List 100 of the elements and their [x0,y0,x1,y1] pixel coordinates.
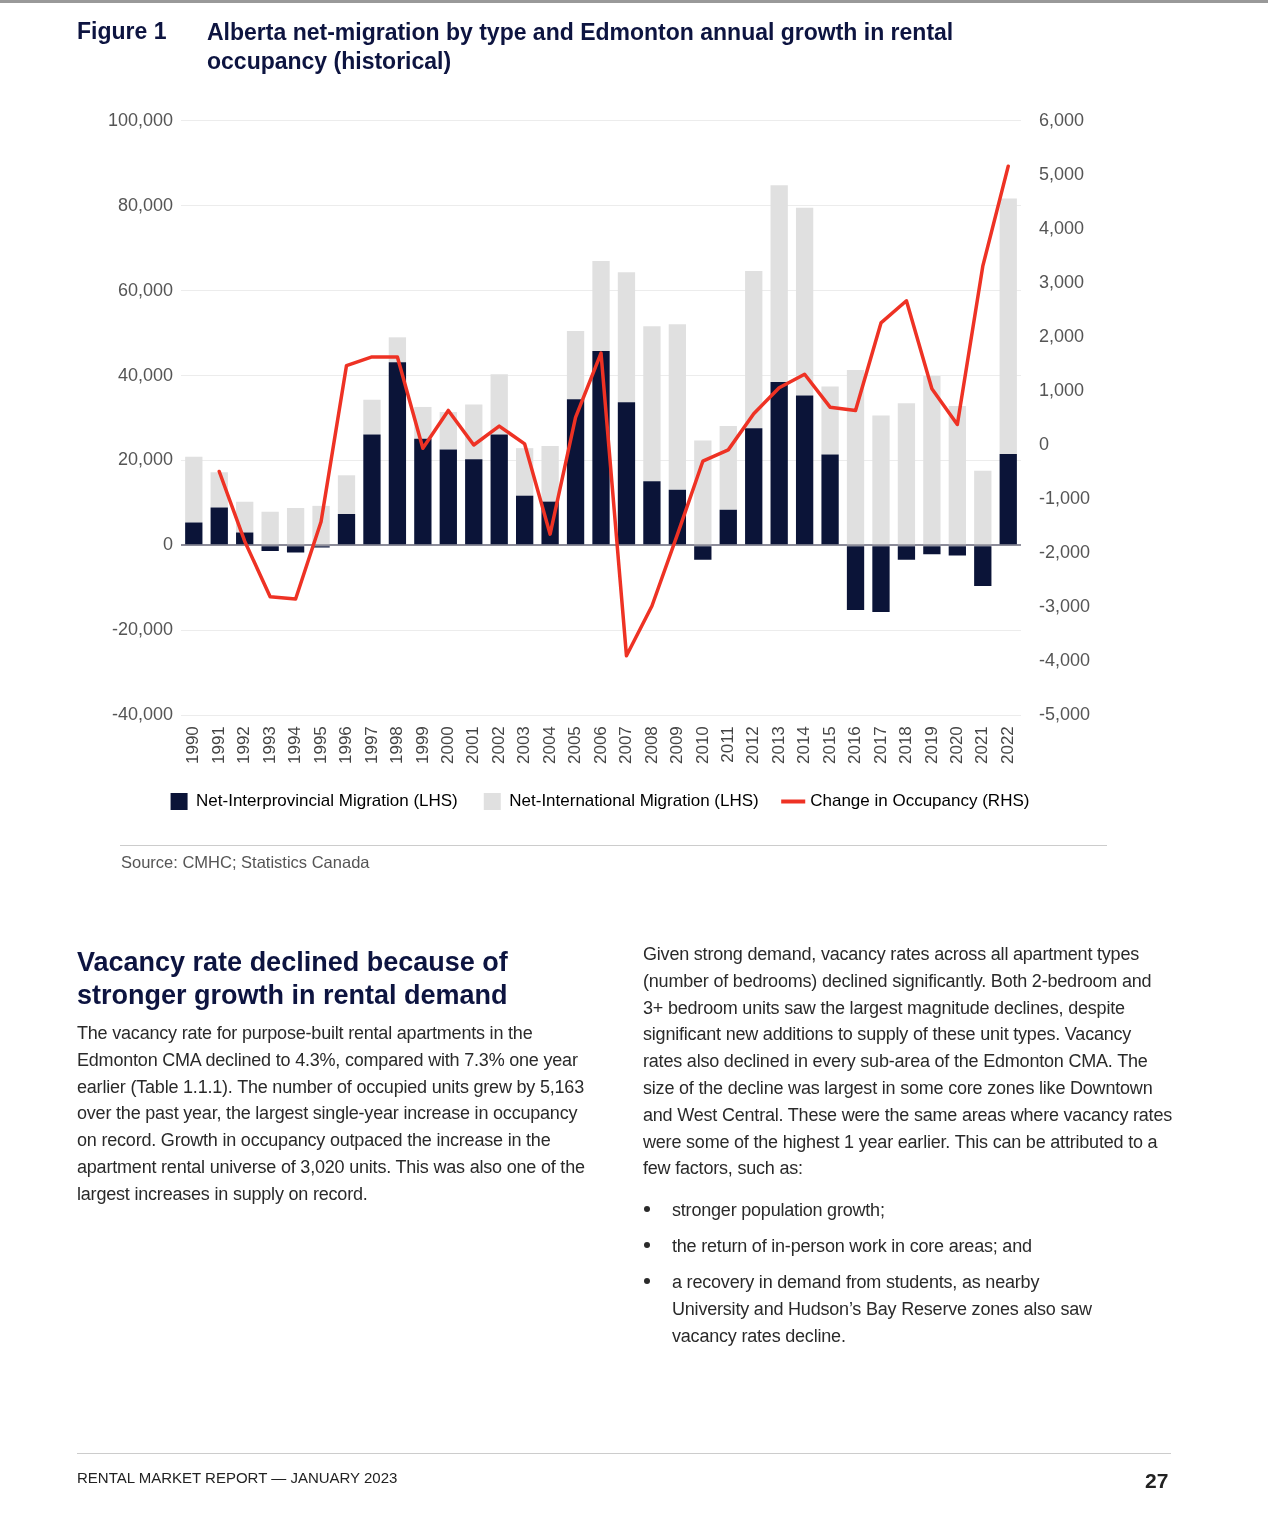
y2-tick-label: -1,000 [1038,488,1091,509]
x-tick-label: 2017 [870,726,890,765]
x-tick-label: 1999 [412,726,432,765]
y-tick-label: 0 [163,534,174,555]
bar [363,434,381,545]
bar [337,513,356,545]
x-tick-label: 2010 [692,726,712,765]
caption: Figure 1 [77,18,167,45]
text: RENTAL MARKET REPORT — JANUARY 2023 [77,1469,398,1486]
x-tick-label: 2002 [488,726,508,765]
chart-title: Alberta net-migration by type and Edmonton annual growth in rental occupancy (historical) [207,18,955,76]
x-tick-label: 2006 [590,726,610,765]
bar [795,395,814,545]
bar [516,495,534,545]
y-tick-label: 100,000 [107,109,174,130]
text: the return of in-person work in core areas; and [672,1235,1033,1258]
bar [745,428,763,545]
x-tick-label: 2011 [717,726,737,763]
y2-tick-label: 6,000 [1038,109,1085,130]
x-tick-label: 2003 [514,726,534,765]
x-tick-label: 1996 [336,726,356,765]
legend-label: Change in Occupancy (RHS) [810,791,1030,811]
bar [337,475,356,514]
y2-tick-label: -4,000 [1038,650,1091,671]
bar [286,508,305,545]
bar [770,381,788,545]
x-tick-label: 1993 [259,726,279,765]
x-tick-label: 2012 [743,726,763,765]
bar [872,546,890,613]
text: a recovery in demand from students, as nearby University and Hudson’s Bay Reserve zones also saw vacancy rates decline. [672,1271,1092,1348]
bar [821,454,839,545]
x-tick-label: 2016 [845,726,865,765]
x-tick-label: 2021 [972,726,992,765]
y-tick-label: -20,000 [112,619,174,640]
bar [999,454,1017,545]
legend-label: Net-International Migration (LHS) [509,791,759,811]
y-tick-label: 80,000 [118,194,174,215]
bar [388,362,407,545]
x-tick-label: 1998 [387,726,407,765]
bar [948,546,966,556]
y2-tick-label: 1,000 [1038,379,1085,400]
x-tick-label: 2001 [463,726,483,765]
y2-tick-label: -5,000 [1038,704,1091,725]
y2-tick-label: 5,000 [1038,163,1085,184]
bar [974,470,992,545]
y-tick-label: 40,000 [118,364,174,385]
bar [974,546,992,587]
x-tick-label: 2004 [539,726,559,765]
y2-tick-label: 4,000 [1038,217,1085,238]
x-tick-label: 2022 [997,726,1017,765]
bar [719,509,737,545]
bar [897,546,916,560]
x-tick-label: 2018 [896,726,916,765]
bar [363,399,381,435]
x-tick-label: 2008 [641,726,661,765]
x-tick-label: 2000 [437,726,457,765]
bar [694,546,712,560]
bar [846,546,865,610]
text: Given strong demand, vacancy rates across all apartment types (number of bedrooms) declined significantly. Both 2-bedroom and 3+ bedroom units saw the largest magnitude declines, despite significant new additions to supply of these unit types. Vacancy rates also declined in every sub-area of the Edmonton CMA. The size of the decline was largest in some core zones like Downtown and West Central. These were the same areas where vacancy rates were some of the highest 1 year earlier. This can be attributed to a few factors, such as: [643,944,1172,1179]
bar [465,404,483,460]
text: 27 [1145,1469,1169,1493]
bar [643,481,661,545]
y2-tick-label: -3,000 [1038,596,1091,617]
bar [821,386,839,455]
bar [210,507,228,545]
x-tick-label: 2019 [921,726,941,765]
bar [185,522,203,545]
bar [286,546,305,553]
y2-tick-label: 2,000 [1038,325,1085,346]
y2-tick-label: 3,000 [1038,271,1085,292]
bar [261,511,279,545]
x-tick-label: 2020 [947,726,967,765]
x-tick-label: 2005 [565,726,585,765]
y2-tick-label: 0 [1038,433,1049,454]
bar [566,399,585,545]
bar [414,438,432,545]
bar [439,449,457,545]
text: The vacancy rate for purpose-built rental apartments in the Edmonton CMA declined to 4.3%, compared with 7.3% one year earlier (Table 1.1.1). The number of occupied units grew by 5,163 over the past year, the largest single-year increase in occupancy on record. Growth in occupancy outpaced the increase in the apartment rental universe of 3,020 units. This was also one of the largest increases in supply on record. [77,1022,586,1206]
bar [465,459,483,545]
x-tick-label: 2015 [819,726,839,765]
text: stronger population growth; [672,1199,886,1222]
x-tick-label: 2013 [768,726,788,765]
source-note: Source: CMHC; Statistics Canada [121,853,370,872]
bar [490,434,508,545]
x-tick-label: 1997 [361,726,381,765]
x-tick-label: 2014 [794,726,814,765]
y-tick-label: 20,000 [118,449,174,470]
x-tick-label: 2007 [616,726,636,765]
y-tick-label: -40,000 [112,704,174,725]
bar [923,546,941,555]
x-tick-label: 1991 [208,726,228,765]
bar [617,402,636,545]
legend-label: Net-Interprovincial Migration (LHS) [196,791,458,811]
x-tick-label: 1990 [183,726,203,765]
x-tick-label: 2009 [667,726,687,765]
bar [261,546,279,551]
text: Vacancy rate declined because of stronger growth in rental demand [77,946,509,1012]
y-tick-label: 60,000 [118,279,174,300]
x-tick-label: 1992 [234,726,254,765]
x-tick-label: 1994 [285,726,305,765]
